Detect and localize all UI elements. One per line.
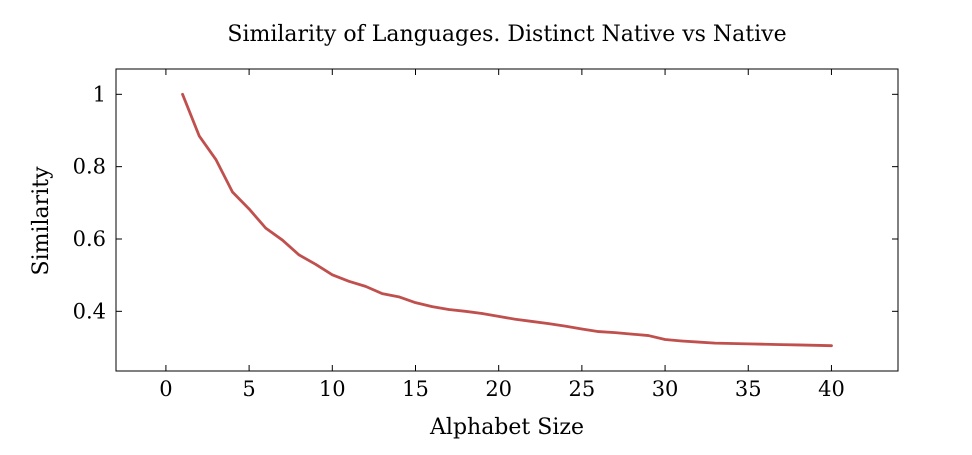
data-point xyxy=(564,324,567,328)
data-point xyxy=(247,207,251,211)
data-point xyxy=(630,332,633,336)
x-tick-label: 40 xyxy=(818,377,845,401)
data-point xyxy=(796,343,800,347)
data-point xyxy=(281,238,284,242)
data-point xyxy=(530,320,534,323)
series-line xyxy=(181,92,833,348)
data-point xyxy=(331,273,334,276)
x-tick-label: 5 xyxy=(242,377,255,401)
plot-area-frame xyxy=(115,68,899,372)
data-point xyxy=(264,226,267,230)
data-point xyxy=(214,158,218,161)
data-point xyxy=(397,295,401,299)
data-point xyxy=(597,330,600,333)
data-point xyxy=(381,292,384,295)
x-tick-label: 35 xyxy=(735,377,762,401)
data-point xyxy=(464,310,467,313)
data-point xyxy=(430,305,434,308)
data-point xyxy=(181,93,184,96)
data-point xyxy=(697,340,700,344)
data-point xyxy=(763,343,767,346)
data-point xyxy=(514,318,517,321)
data-point xyxy=(314,263,317,266)
x-tick-label: 25 xyxy=(569,377,596,401)
y-tick-label: 0.8 xyxy=(73,155,106,179)
axis-ticks xyxy=(116,69,898,371)
data-point xyxy=(747,342,750,346)
y-tick-label: 0.6 xyxy=(73,227,106,251)
data-point xyxy=(713,341,717,345)
data-point xyxy=(231,190,234,194)
data-point xyxy=(613,331,617,334)
x-axis-label: Alphabet Size xyxy=(429,415,584,440)
data-point xyxy=(663,338,667,341)
x-tick-label: 20 xyxy=(485,377,512,401)
data-point xyxy=(497,315,500,318)
y-axis-label: Similarity xyxy=(29,166,54,276)
x-tick-label: 0 xyxy=(159,377,172,401)
data-point xyxy=(647,334,650,337)
y-tick-label: 1 xyxy=(93,82,106,106)
data-point xyxy=(364,285,367,288)
data-point xyxy=(730,342,733,345)
data-point xyxy=(580,327,584,331)
axis-tick-labels: 0 5 10 15 20 25 30 35 40 0.4 0.6 0.8 1 xyxy=(73,82,845,401)
x-tick-label: 30 xyxy=(652,377,679,401)
data-point xyxy=(813,344,817,347)
data-point xyxy=(347,280,351,283)
series-layer xyxy=(181,92,833,348)
chart-title: Similarity of Languages. Distinct Native… xyxy=(227,22,786,47)
y-tick-label: 0.4 xyxy=(73,299,106,323)
data-point xyxy=(414,301,417,304)
x-tick-label: 15 xyxy=(402,377,429,401)
data-point xyxy=(830,344,833,347)
data-point xyxy=(680,339,683,343)
data-point xyxy=(780,343,783,346)
data-point xyxy=(197,134,201,138)
data-point xyxy=(447,308,450,311)
data-point xyxy=(547,322,550,325)
x-tick-label: 10 xyxy=(319,377,346,401)
data-point xyxy=(297,253,301,257)
data-point xyxy=(480,312,484,315)
